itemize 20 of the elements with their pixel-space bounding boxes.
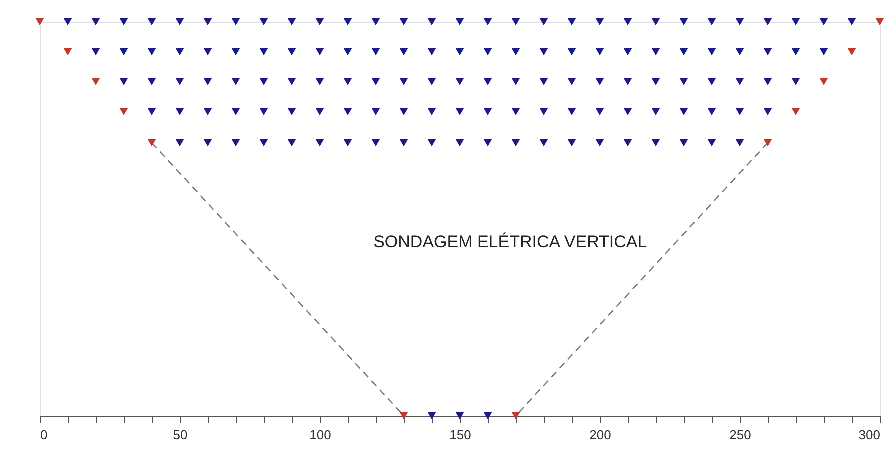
point xyxy=(764,139,772,147)
point xyxy=(120,108,128,116)
x-tick-label: 250 xyxy=(730,428,752,442)
x-tick-label: 0 xyxy=(40,428,48,442)
x-tick-label: 300 xyxy=(858,428,880,442)
point xyxy=(848,48,856,56)
point xyxy=(36,18,44,26)
x-tick-label: 200 xyxy=(590,428,612,442)
x-tick-label: 50 xyxy=(173,428,188,442)
point xyxy=(512,412,520,420)
point xyxy=(792,108,800,116)
x-tick-label: 100 xyxy=(310,428,332,442)
point xyxy=(400,412,408,420)
annotation: SONDAGEM ELÉTRICA VERTICAL xyxy=(374,232,648,252)
point xyxy=(148,139,156,147)
point xyxy=(876,18,884,26)
point xyxy=(92,78,100,86)
point xyxy=(820,78,828,86)
x-tick-label: 150 xyxy=(450,428,472,442)
point xyxy=(64,48,72,56)
